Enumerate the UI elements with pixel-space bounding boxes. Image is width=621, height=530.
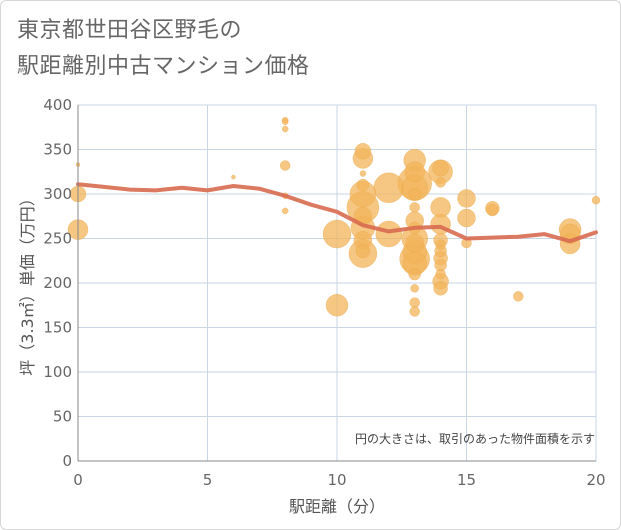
scatter-point bbox=[355, 243, 371, 259]
x-tick-label: 15 bbox=[457, 471, 476, 489]
scatter-point bbox=[405, 233, 424, 253]
y-tick-label: 200 bbox=[43, 274, 72, 292]
scatter-point bbox=[409, 306, 420, 317]
scatter-point bbox=[281, 207, 289, 215]
scatter-point bbox=[513, 291, 524, 302]
x-axis-label: 駅距離（分） bbox=[289, 497, 385, 516]
scatter-point bbox=[356, 178, 370, 192]
scatter-point bbox=[409, 297, 420, 308]
grid-lines bbox=[77, 104, 597, 462]
scatter-point bbox=[281, 125, 289, 133]
scatter-point bbox=[435, 239, 446, 250]
scatter-point bbox=[486, 203, 499, 217]
scatter-point bbox=[354, 143, 372, 160]
y-axis-label: 坪（3.3㎡）単価（万円） bbox=[18, 190, 37, 375]
scatter-point bbox=[359, 170, 367, 177]
x-tick-label: 5 bbox=[203, 471, 213, 489]
scatter-point bbox=[375, 220, 403, 248]
x-tick-label: 0 bbox=[73, 471, 83, 489]
scatter-point bbox=[457, 189, 476, 208]
scatter-point bbox=[408, 267, 421, 281]
scatter-point bbox=[322, 219, 352, 249]
size-annotation: 円の大きさは、取引のあった物件面積を示す bbox=[355, 431, 595, 446]
scatter-point bbox=[435, 268, 446, 280]
scatter-point bbox=[410, 284, 419, 293]
chart-title-line-1: 東京都世田谷区野毛の bbox=[17, 18, 243, 43]
scatter-point bbox=[433, 281, 448, 296]
x-tick-label: 10 bbox=[327, 471, 346, 489]
scatter-point bbox=[409, 202, 420, 213]
bubble-layer bbox=[67, 116, 601, 317]
x-tick-label: 20 bbox=[586, 471, 605, 489]
scatter-point bbox=[404, 161, 425, 182]
scatter-point bbox=[457, 208, 476, 228]
y-tick-label: 350 bbox=[43, 141, 72, 159]
y-tick-label: 150 bbox=[43, 319, 72, 337]
scatter-point bbox=[591, 195, 601, 205]
scatter-point bbox=[281, 118, 289, 126]
scatter-point bbox=[432, 159, 449, 177]
axes: 0 50 100 150 200 250 300 350 400 0 5 10 15 20 bbox=[43, 96, 605, 489]
y-tick-label: 0 bbox=[62, 452, 72, 470]
y-tick-label: 400 bbox=[43, 96, 72, 114]
trend-layer bbox=[76, 182, 598, 244]
y-tick-label: 100 bbox=[43, 363, 72, 381]
scatter-point bbox=[325, 294, 349, 317]
y-tick-label: 300 bbox=[43, 185, 72, 203]
y-tick-label: 250 bbox=[43, 230, 72, 248]
trend-line bbox=[76, 182, 598, 244]
scatter-point bbox=[279, 160, 291, 171]
scatter-point bbox=[408, 187, 421, 201]
scatter-point bbox=[231, 174, 236, 180]
chart-title: 東京都世田谷区野毛の 駅距離別中古マンション価格 bbox=[17, 13, 310, 85]
scatter-point bbox=[373, 172, 405, 204]
y-tick-label: 50 bbox=[53, 408, 72, 426]
scatter-point bbox=[435, 177, 446, 188]
chart-title-line-2: 駅距離別中古マンション価格 bbox=[17, 54, 310, 79]
